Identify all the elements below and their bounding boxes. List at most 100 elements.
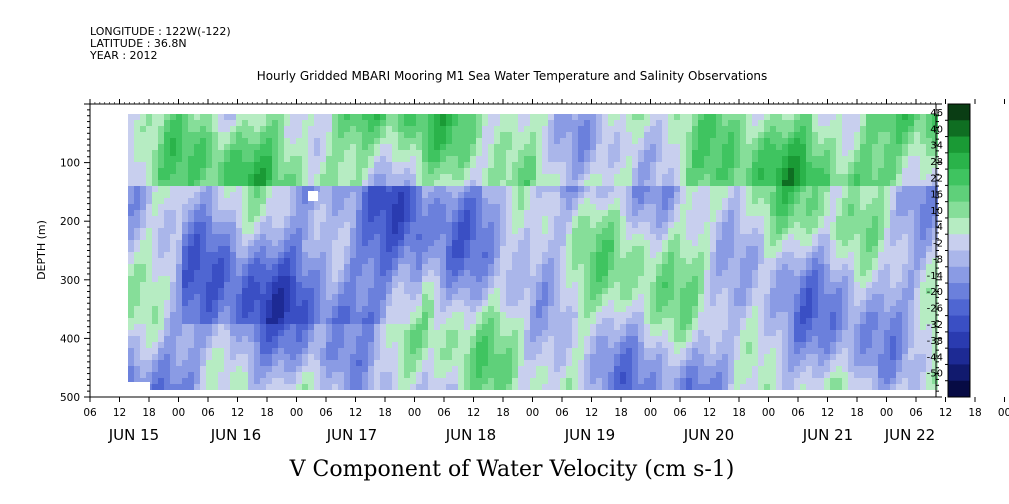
heatmap-cell <box>206 186 212 192</box>
heatmap-cell <box>344 186 350 192</box>
heatmap-cell <box>284 306 290 312</box>
heatmap-cell <box>692 210 698 216</box>
heatmap-cell <box>578 192 584 198</box>
heatmap-cell <box>680 330 686 336</box>
heatmap-cell <box>752 360 758 366</box>
heatmap-cell <box>146 204 152 210</box>
heatmap-cell <box>638 336 644 342</box>
heatmap-cell <box>596 114 602 120</box>
heatmap-cell <box>770 342 776 348</box>
heatmap-cell <box>566 180 572 186</box>
heatmap-cell <box>248 222 254 228</box>
heatmap-cell <box>458 312 464 318</box>
heatmap-cell <box>230 222 236 228</box>
heatmap-cell <box>464 336 470 342</box>
heatmap-cell <box>464 306 470 312</box>
heatmap-cell <box>308 378 314 384</box>
heatmap-cell <box>536 120 542 126</box>
heatmap-cell <box>296 132 302 138</box>
heatmap-cell <box>512 336 518 342</box>
heatmap-cell <box>740 174 746 180</box>
heatmap-cell <box>632 156 638 162</box>
heatmap-cell <box>752 294 758 300</box>
heatmap-cell <box>464 288 470 294</box>
heatmap-cell <box>206 318 212 324</box>
heatmap-cell <box>644 300 650 306</box>
heatmap-cell <box>746 162 752 168</box>
heatmap-cell <box>212 186 218 192</box>
heatmap-cell <box>236 294 242 300</box>
heatmap-cell <box>140 228 146 234</box>
heatmap-cell <box>308 318 314 324</box>
heatmap-cell <box>374 276 380 282</box>
heatmap-cell <box>368 384 374 390</box>
heatmap-cell <box>662 210 668 216</box>
heatmap-cell <box>182 360 188 366</box>
heatmap-cell <box>572 234 578 240</box>
heatmap-cell <box>650 342 656 348</box>
heatmap-cell <box>266 240 272 246</box>
heatmap-cell <box>344 132 350 138</box>
heatmap-cell <box>500 144 506 150</box>
heatmap-cell <box>692 180 698 186</box>
heatmap-cell <box>278 384 284 390</box>
heatmap-cell <box>518 234 524 240</box>
heatmap-cell <box>236 342 242 348</box>
heatmap-cell <box>758 162 764 168</box>
heatmap-cell <box>626 228 632 234</box>
heatmap-cell <box>272 348 278 354</box>
heatmap-cell <box>752 264 758 270</box>
heatmap-cell <box>746 372 752 378</box>
heatmap-cell <box>542 324 548 330</box>
heatmap-cell <box>728 228 734 234</box>
heatmap-cell <box>212 318 218 324</box>
heatmap-cell <box>668 252 674 258</box>
heatmap-cell <box>440 132 446 138</box>
heatmap-cell <box>542 168 548 174</box>
heatmap-cell <box>602 300 608 306</box>
heatmap-cell <box>536 114 542 120</box>
heatmap-cell <box>278 336 284 342</box>
heatmap-cell <box>578 276 584 282</box>
heatmap-cell <box>446 120 452 126</box>
heatmap-cell <box>344 348 350 354</box>
heatmap-cell <box>152 270 158 276</box>
heatmap-cell <box>452 378 458 384</box>
heatmap-cell <box>728 198 734 204</box>
heatmap-cell <box>308 204 314 210</box>
heatmap-cell <box>260 204 266 210</box>
heatmap-cell <box>170 132 176 138</box>
heatmap-cell <box>740 222 746 228</box>
heatmap-cell <box>176 210 182 216</box>
heatmap-cell <box>152 156 158 162</box>
heatmap-cell <box>644 330 650 336</box>
heatmap-cell <box>290 282 296 288</box>
heatmap-cell <box>476 258 482 264</box>
heatmap-cell <box>362 348 368 354</box>
heatmap-cell <box>710 234 716 240</box>
heatmap-cell <box>506 312 512 318</box>
heatmap-cell <box>530 300 536 306</box>
heatmap-cell <box>434 216 440 222</box>
heatmap-cell <box>254 114 260 120</box>
heatmap-cell <box>500 222 506 228</box>
heatmap-cell <box>410 360 416 366</box>
heatmap-cell <box>632 300 638 306</box>
heatmap-cell <box>344 210 350 216</box>
heatmap-cell <box>752 372 758 378</box>
heatmap-cell <box>386 282 392 288</box>
heatmap-cell <box>662 252 668 258</box>
heatmap-cell <box>752 174 758 180</box>
heatmap-cell <box>614 186 620 192</box>
heatmap-cell <box>230 276 236 282</box>
heatmap-cell <box>704 282 710 288</box>
heatmap-cell <box>710 282 716 288</box>
heatmap-cell <box>728 258 734 264</box>
heatmap-cell <box>446 252 452 258</box>
heatmap-cell <box>710 252 716 258</box>
heatmap-cell <box>548 210 554 216</box>
heatmap-cell <box>686 306 692 312</box>
heatmap-cell <box>182 288 188 294</box>
heatmap-cell <box>764 246 770 252</box>
heatmap-cell <box>314 120 320 126</box>
